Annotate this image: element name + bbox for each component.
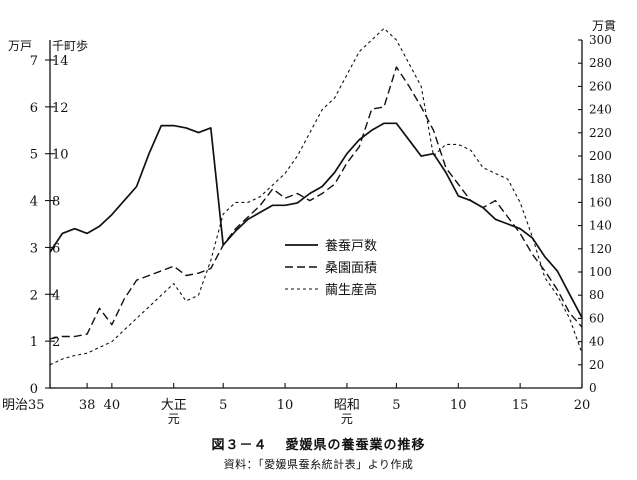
- right-axis-tick-label: 200: [589, 149, 612, 163]
- figure-source: 資料：「愛媛県蚕糸統計表」より作成: [223, 458, 414, 471]
- series-line-1: [49, 122, 583, 319]
- right-axis-unit: 万貫: [592, 19, 616, 33]
- x-axis-tick-label: 5: [392, 398, 400, 413]
- left-axis-tick-label-outer: 6: [30, 101, 38, 116]
- left-axis-tick-label-inner: 10: [52, 148, 69, 163]
- right-axis-tick-label: 160: [589, 195, 612, 209]
- right-axis-tick-label: 40: [589, 335, 604, 349]
- right-axis-tick-label: 220: [589, 126, 612, 140]
- right-axis-tick-label: 20: [589, 358, 604, 372]
- left-axis-unit-outer: 万戸: [8, 39, 32, 53]
- figure-title: 愛媛県の養蚕業の推移: [285, 438, 426, 453]
- left-axis-tick-label-outer: 1: [30, 335, 38, 350]
- left-axis-tick-label-inner: 6: [52, 241, 60, 256]
- right-axis-tick-label: 120: [589, 242, 612, 256]
- series-layer: [49, 27, 583, 366]
- x-axis-tick-label: 明治35: [2, 398, 45, 413]
- left-axis-tick-label-inner: 12: [52, 101, 69, 116]
- x-axis-tick-label: 10: [277, 398, 294, 413]
- right-axis-tick-label: 140: [589, 219, 612, 233]
- right-axis-tick-label: 300: [589, 33, 612, 47]
- left-axis-tick-label-outer: 4: [30, 195, 38, 210]
- legend-label-2: 桑園面積: [325, 261, 377, 276]
- right-axis-tick-label: 80: [589, 288, 604, 302]
- figure-caption: 図３－４ 愛媛県の養蚕業の推移: [0, 434, 637, 453]
- right-axis-tick-label: 280: [589, 56, 612, 70]
- left-axis-unit-inner: 千町歩: [52, 38, 88, 53]
- x-axis-tick-label: 38: [79, 398, 96, 413]
- left-axis-tick-label-outer: 5: [30, 148, 38, 163]
- x-axis-tick-label: 大正: [161, 398, 187, 413]
- left-axis-tick-label-outer: 3: [30, 241, 38, 256]
- x-axis-tick-label: 40: [104, 398, 121, 413]
- right-axis-tick-label: 60: [589, 311, 604, 325]
- legend-label-3: 繭生産高: [325, 282, 377, 298]
- left-axis-tick-label-inner: 2: [52, 335, 60, 350]
- right-axis-tick-label: 100: [589, 265, 612, 279]
- left-axis-tick-label-outer: 2: [30, 288, 38, 303]
- left-axis-tick-label-inner: 8: [52, 195, 60, 210]
- x-axis-tick-label: 20: [574, 398, 591, 413]
- x-axis-tick-sublabel: 元: [341, 412, 353, 426]
- x-axis-tick-label: 5: [219, 398, 227, 413]
- series-line-3: [49, 27, 583, 366]
- right-axis-tick-label: 180: [589, 172, 612, 186]
- right-axis-tick-label: 0: [589, 381, 597, 395]
- x-axis-tick-label: 昭和: [334, 398, 360, 413]
- right-axis-tick-label: 240: [589, 103, 612, 117]
- series-line-2: [49, 66, 583, 340]
- left-axis-tick-label-inner: 4: [52, 288, 60, 303]
- right-axis-tick-label: 260: [589, 79, 612, 93]
- legend-label-1: 養蚕戸数: [325, 238, 377, 254]
- left-axis-tick-label-outer: 0: [30, 382, 38, 397]
- left-axis-tick-label-outer: 7: [30, 54, 38, 69]
- x-axis-tick-label: 15: [512, 398, 529, 413]
- left-axis-tick-label-inner: 14: [52, 54, 69, 69]
- figure-number: 図３－４: [211, 438, 268, 453]
- x-axis-tick-label: 10: [450, 398, 467, 413]
- x-axis-tick-sublabel: 元: [168, 412, 180, 426]
